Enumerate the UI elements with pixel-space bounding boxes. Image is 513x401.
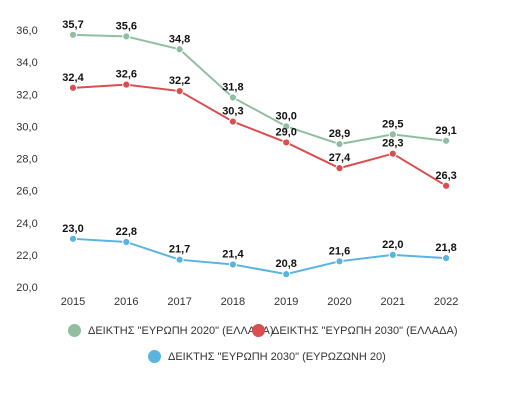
- data-point: [175, 255, 184, 264]
- data-label: 21,8: [435, 242, 456, 254]
- data-point: [282, 270, 291, 279]
- data-label: 28,9: [329, 128, 350, 140]
- y-tick-label: 32,0: [16, 89, 37, 101]
- x-tick-label: 2015: [61, 296, 85, 308]
- data-point: [228, 260, 237, 269]
- data-point: [175, 86, 184, 96]
- data-label: 23,0: [62, 223, 83, 235]
- data-label: 32,4: [62, 72, 84, 84]
- y-tick-label: 36,0: [16, 25, 37, 37]
- data-point: [388, 149, 397, 158]
- x-tick-label: 2019: [274, 296, 298, 308]
- data-label: 35,6: [116, 20, 137, 32]
- data-label: 30,0: [275, 110, 296, 122]
- data-label: 32,2: [169, 75, 190, 87]
- x-tick-label: 2017: [167, 296, 191, 308]
- y-tick-label: 26,0: [16, 186, 37, 198]
- data-label: 22,0: [382, 239, 403, 251]
- data-label: 27,4: [329, 152, 351, 164]
- data-point: [282, 138, 291, 147]
- series-lines: [72, 33, 447, 276]
- y-tick-label: 30,0: [16, 121, 37, 133]
- data-label: 21,6: [329, 245, 350, 257]
- data-point: [68, 30, 78, 39]
- x-axis-ticks: 2015 2016 2017 2018 2019 2020 2021 2022: [61, 296, 459, 308]
- legend-label-series-3: ΔΕΙΚΤΗΣ "ΕΥΡΩΠΗ 2030" (ΕΥΡΩΖΩΝΗ 20): [168, 350, 386, 363]
- data-point: [388, 250, 397, 259]
- data-point: [228, 117, 237, 126]
- y-tick-label: 24,0: [16, 218, 37, 230]
- y-axis-ticks: 20,0 22,0 24,0 26,0 28,0 30,0 32,0 34,0 36,0: [16, 25, 37, 294]
- y-tick-label: 22,0: [16, 250, 37, 262]
- x-tick-label: 2016: [114, 296, 138, 308]
- y-tick-label: 20,0: [16, 282, 37, 294]
- data-label: 29,5: [382, 118, 403, 130]
- y-tick-label: 34,0: [16, 57, 37, 69]
- legend-item-series-3: ΔΕΙΚΤΗΣ "ΕΥΡΩΠΗ 2030" (ΕΥΡΩΖΩΝΗ 20): [148, 350, 386, 363]
- data-point: [335, 257, 344, 266]
- series-points: [68, 30, 451, 279]
- legend-label-series-2: ΔΕΙΚΤΗΣ "ΕΥΡΩΠΗ 2030" (ΕΛΛΑΔΑ): [272, 324, 458, 337]
- data-point: [122, 237, 131, 247]
- data-label: 22,8: [116, 226, 137, 238]
- data-point: [335, 139, 344, 149]
- series-line-2: [72, 83, 447, 187]
- series-line-3: [72, 237, 447, 276]
- legend-item-series-2: ΔΕΙΚΤΗΣ "ΕΥΡΩΠΗ 2030" (ΕΛΛΑΔΑ): [252, 324, 458, 337]
- x-tick-label: 2018: [221, 296, 245, 308]
- legend-marker-series-2: [252, 324, 265, 337]
- data-point: [68, 83, 78, 92]
- data-point: [335, 164, 344, 173]
- legend-label-series-1: ΔΕΙΚΤΗΣ "ΕΥΡΩΠΗ 2020" (ΕΛΛΑΔΑ): [88, 324, 274, 337]
- data-label: 21,4: [222, 249, 244, 261]
- legend-item-series-1: ΔΕΙΚΤΗΣ "ΕΥΡΩΠΗ 2020" (ΕΛΛΑΔΑ): [68, 324, 274, 337]
- data-labels: 35,7 35,6 34,8 31,8 30,0 28,9 29,5 29,1 32,4 32,6…: [62, 19, 457, 270]
- data-label: 21,7: [169, 244, 190, 256]
- data-point: [122, 32, 131, 41]
- data-point: [282, 122, 291, 131]
- x-tick-label: 2021: [381, 296, 405, 308]
- series-line-1: [72, 33, 447, 146]
- data-point: [68, 234, 78, 243]
- data-label: 28,3: [382, 138, 403, 150]
- data-label: 26,3: [435, 170, 456, 182]
- data-point: [442, 136, 451, 145]
- data-point: [442, 181, 451, 190]
- data-point: [388, 130, 397, 139]
- data-label: 34,8: [169, 33, 190, 45]
- x-tick-label: 2020: [327, 296, 351, 308]
- data-point: [175, 45, 184, 54]
- data-label: 30,3: [222, 106, 243, 118]
- data-label: 31,8: [222, 81, 243, 93]
- data-label: 29,1: [435, 125, 456, 137]
- data-label: 32,6: [116, 69, 137, 81]
- legend-marker-series-1: [68, 324, 81, 337]
- data-point: [442, 253, 451, 263]
- data-label: 35,7: [62, 19, 83, 31]
- data-point: [228, 93, 237, 102]
- y-tick-label: 28,0: [16, 154, 37, 166]
- data-point: [122, 80, 131, 89]
- data-label: 20,8: [275, 258, 296, 270]
- legend-marker-series-3: [148, 350, 161, 363]
- x-tick-label: 2022: [434, 296, 458, 308]
- data-label: 29,0: [275, 126, 296, 138]
